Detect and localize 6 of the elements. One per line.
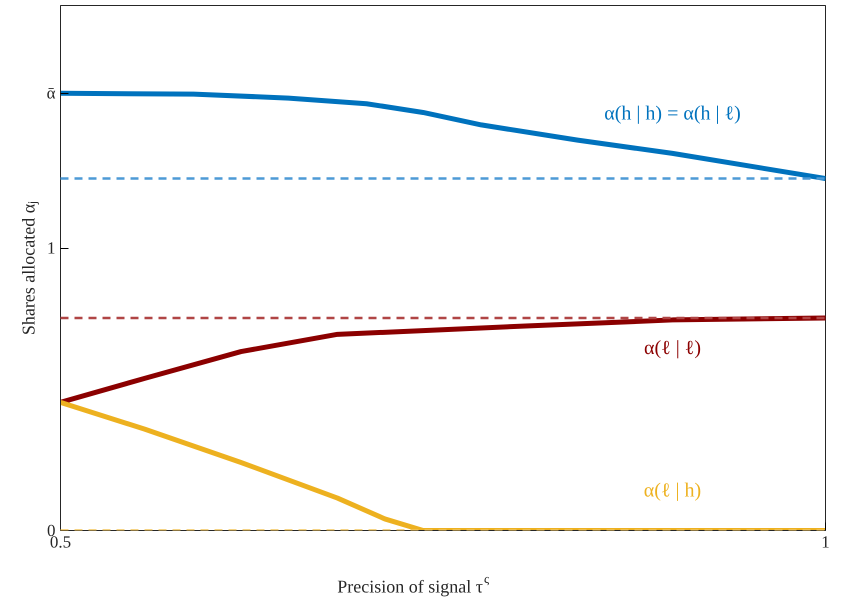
series-label: α(ℓ | ℓ) — [644, 336, 701, 359]
y-tick-label: 1 — [47, 238, 56, 258]
y-axis-title: Shares allocated αⱼ — [18, 200, 40, 336]
y-tick-label: ᾱ — [46, 84, 56, 102]
series-label: α(ℓ | h) — [644, 480, 702, 502]
series-label: α(h | h) = α(h | ℓ) — [604, 102, 741, 124]
